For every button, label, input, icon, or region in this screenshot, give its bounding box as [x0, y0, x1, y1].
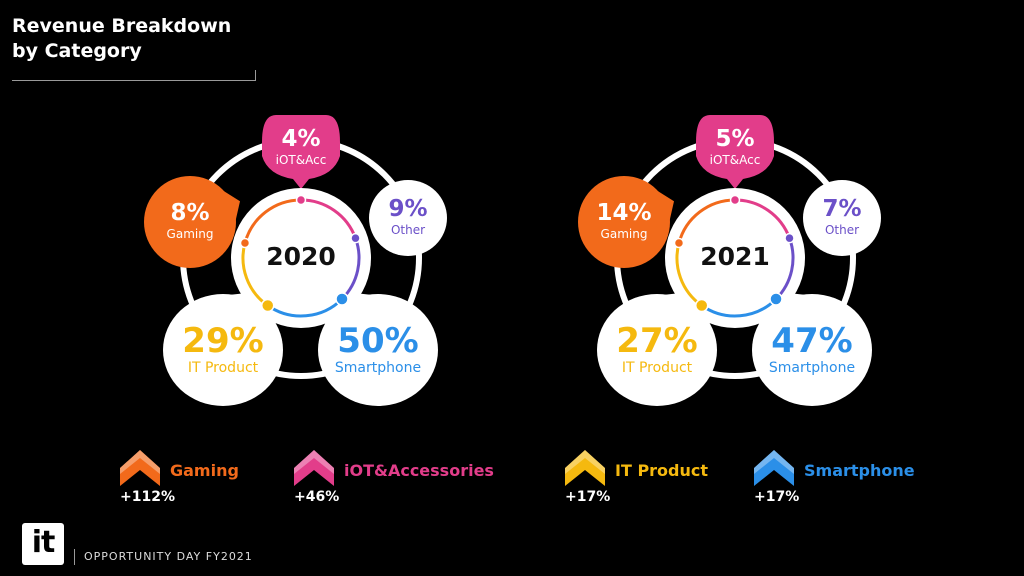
bubble-shape-iot — [696, 115, 774, 189]
chevron-up-icon — [294, 450, 334, 486]
growth-value: +46% — [294, 489, 340, 505]
chart-graphic — [144, 115, 447, 406]
slice-value: 50% — [337, 320, 419, 361]
arc-dot-it_product — [694, 298, 709, 313]
slice-name: IT Product — [187, 359, 259, 376]
growth-item-smartphone: Smartphone +17% — [752, 448, 952, 512]
slice-name: Gaming — [600, 227, 648, 242]
slice-value: 5% — [715, 126, 755, 153]
slice-value: 8% — [170, 200, 210, 227]
growth-item-it-product: IT Product +17% — [563, 448, 763, 512]
growth-value: +17% — [754, 489, 800, 505]
slice-name: iOT&Acc — [275, 153, 327, 168]
growth-label: Gaming — [170, 461, 239, 480]
growth-item-iot: iOT&Accessories +46% — [292, 448, 494, 512]
slice-value: 4% — [281, 126, 321, 153]
bubble-shape-gaming — [578, 176, 674, 268]
arc-segment-iot — [300, 198, 357, 239]
slice-label-gaming: 14% Gaming — [578, 176, 670, 268]
arc-segment-smartphone — [266, 297, 344, 318]
slice-name: Gaming — [166, 227, 214, 242]
growth-value: +112% — [120, 489, 175, 505]
growth-label: Smartphone — [804, 461, 915, 480]
bubble-shape-iot — [262, 115, 340, 189]
slice-value: 9% — [388, 196, 428, 223]
growth-item-gaming: Gaming +112% — [118, 448, 318, 512]
chevron-up-icon — [565, 450, 605, 486]
footer-separator — [74, 549, 75, 565]
arc-dot-iot — [729, 194, 741, 206]
arc-segment-gaming — [677, 198, 736, 244]
slice-name: Other — [390, 223, 426, 238]
growth-value: +17% — [565, 489, 611, 505]
arc-segment-it_product — [241, 242, 269, 307]
slice-value: 27% — [616, 320, 698, 361]
slice-label-it-product: 27% IT Product — [597, 294, 717, 406]
title-line-1: Revenue Breakdown — [12, 15, 232, 37]
arc-dot-smartphone — [769, 292, 783, 306]
title-underline — [12, 80, 256, 81]
slice-label-other: 7% Other — [803, 180, 881, 256]
bubble-shape-other — [803, 180, 881, 256]
growth-label: IT Product — [615, 461, 709, 480]
slice-name: Smartphone — [768, 359, 856, 376]
company-logo: it — [22, 523, 64, 565]
slice-value: 14% — [596, 200, 652, 227]
center-disc — [665, 188, 805, 328]
arc-dot-smartphone — [335, 292, 349, 306]
title-underline-tick — [255, 70, 256, 81]
slice-label-smartphone: 50% Smartphone — [318, 294, 438, 406]
slice-value: 7% — [822, 196, 862, 223]
bubble-shape-gaming — [144, 176, 240, 268]
slice-name: Smartphone — [334, 359, 422, 376]
slice-name: Other — [824, 223, 860, 238]
arc-segment-other — [340, 237, 361, 301]
chart-year-label: 2021 — [700, 242, 770, 271]
growth-label: iOT&Accessories — [344, 461, 494, 480]
slice-value: 47% — [771, 320, 853, 361]
slice-label-iot: 4% iOT&Acc — [262, 115, 340, 181]
chevron-up-icon — [754, 450, 794, 486]
chart-graphic — [578, 115, 881, 406]
arc-dot-iot — [295, 194, 307, 206]
arc-segment-smartphone — [700, 297, 778, 318]
chart-2020: 2020 4% iOT&Acc 9% Other 50% Smartphone 29% IT P… — [144, 106, 466, 436]
footer-text: OPPORTUNITY DAY FY2021 — [84, 550, 253, 563]
bubble-shape-other — [369, 180, 447, 256]
chart-year-label: 2020 — [266, 242, 336, 271]
chevron-up-icon — [120, 450, 160, 486]
slice-label-it-product: 29% IT Product — [163, 294, 283, 406]
slice-name: IT Product — [621, 359, 693, 376]
arc-segment-iot — [734, 198, 791, 239]
arc-segment-other — [774, 237, 795, 301]
arc-dot-gaming — [673, 237, 685, 249]
arc-dot-gaming — [239, 237, 251, 249]
arc-segment-gaming — [243, 198, 302, 244]
slice-label-iot: 5% iOT&Acc — [696, 115, 774, 181]
center-disc — [231, 188, 371, 328]
chart-2021: 2021 5% iOT&Acc 7% Other 47% Smartphone 27% IT P… — [578, 106, 900, 436]
arc-dot-it_product — [260, 298, 275, 313]
slice-value: 29% — [182, 320, 264, 361]
arc-segment-it_product — [675, 242, 703, 307]
slice-label-gaming: 8% Gaming — [144, 176, 236, 268]
slice-label-other: 9% Other — [369, 180, 447, 256]
arc-dot-other — [784, 232, 795, 244]
arc-dot-other — [350, 232, 361, 244]
title-line-2: by Category — [12, 40, 142, 62]
slice-name: iOT&Acc — [709, 153, 761, 168]
page-title: Revenue Breakdown by Category — [12, 14, 231, 64]
slice-label-smartphone: 47% Smartphone — [752, 294, 872, 406]
